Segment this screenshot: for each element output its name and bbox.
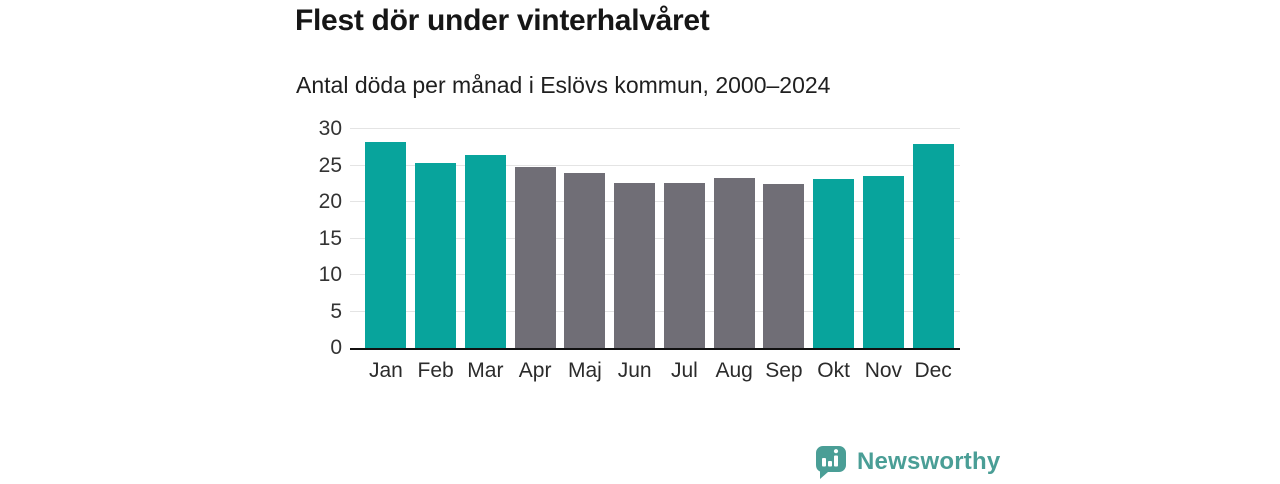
x-tick-label-nov: Nov bbox=[864, 359, 903, 382]
y-tick-label-10: 10 bbox=[318, 263, 342, 286]
bar-band-jun bbox=[610, 129, 660, 348]
bar-aug bbox=[713, 177, 755, 348]
bar-band-feb bbox=[411, 129, 461, 348]
x-tick-label-jan: Jan bbox=[368, 359, 403, 382]
y-tick-label-15: 15 bbox=[318, 226, 342, 250]
bar-jan bbox=[365, 142, 407, 348]
bar-band-okt bbox=[809, 129, 859, 348]
x-tick-label-jun: Jun bbox=[617, 359, 652, 382]
x-tick-label-apr: Apr bbox=[518, 359, 552, 382]
bar-band-maj bbox=[560, 129, 610, 348]
bar-nov bbox=[862, 175, 904, 348]
bar-band-apr bbox=[510, 129, 560, 348]
x-tick-label-dec: Dec bbox=[914, 359, 952, 382]
brand-name-label: Newsworthy bbox=[857, 447, 1001, 475]
bar-band-aug bbox=[709, 129, 759, 348]
bar-band-jan bbox=[361, 129, 411, 348]
gridline-y-25 bbox=[350, 164, 960, 166]
bar-dec bbox=[912, 143, 954, 348]
x-tick-label-mar: Mar bbox=[467, 359, 504, 382]
bar-band-jul bbox=[660, 129, 710, 348]
bar-band-mar bbox=[461, 129, 511, 348]
y-axis-tick-labels: 0 5 10 15 20 25 30 bbox=[270, 118, 342, 359]
x-tick-label-jul: Jul bbox=[670, 359, 698, 382]
y-tick-label-30: 30 bbox=[318, 117, 342, 140]
x-tick-label-maj: Maj bbox=[567, 359, 602, 382]
bar-mar bbox=[464, 154, 506, 348]
bar-series bbox=[361, 129, 958, 348]
bar-apr bbox=[514, 166, 556, 348]
bar-band-dec bbox=[908, 129, 958, 348]
x-tick-label-okt: Okt bbox=[817, 359, 850, 382]
gridline-y-30 bbox=[350, 128, 960, 129]
bar-maj bbox=[564, 172, 606, 348]
bar-band-nov bbox=[859, 129, 909, 348]
y-tick-label-5: 5 bbox=[330, 299, 342, 323]
bar-jun bbox=[614, 183, 656, 348]
bar-jul bbox=[663, 183, 705, 348]
chart-title: Flest dör under vinterhalvåret bbox=[295, 4, 710, 37]
x-tick-label-feb: Feb bbox=[417, 359, 454, 382]
bar-band-sep bbox=[759, 129, 809, 348]
bar-chart-speech-bubble-icon bbox=[814, 444, 848, 479]
chart-subtitle: Antal döda per månad i Eslövs kommun, 20… bbox=[296, 72, 831, 98]
x-axis-tick-labels: Jan Feb Mar Apr Maj Jun Jul Aug Sep Okt Nov Dec bbox=[361, 358, 958, 384]
x-tick-label-aug: Aug bbox=[715, 359, 753, 382]
y-tick-label-0: 0 bbox=[330, 336, 342, 359]
y-tick-label-25: 25 bbox=[318, 153, 342, 177]
bar-okt bbox=[813, 178, 855, 348]
x-tick-label-sep: Sep bbox=[765, 359, 803, 382]
bar-sep bbox=[763, 183, 805, 348]
newsworthy-logo[interactable]: Newsworthy bbox=[814, 444, 1000, 479]
bar-feb bbox=[415, 162, 457, 348]
y-tick-label-20: 20 bbox=[318, 190, 342, 213]
